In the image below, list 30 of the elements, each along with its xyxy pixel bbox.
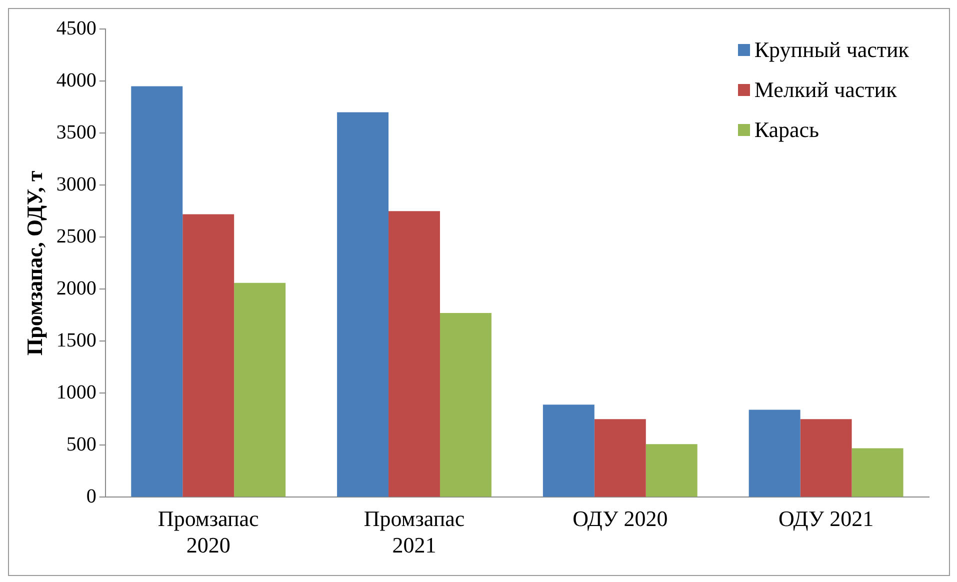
bar xyxy=(337,112,389,497)
bar xyxy=(800,419,852,497)
bar xyxy=(748,410,800,497)
y-tick-label: 1500 xyxy=(56,329,96,352)
legend-label: Карась xyxy=(754,117,820,143)
y-tick-label: 3000 xyxy=(56,173,96,196)
x-tick-label: ОДУ 2021 xyxy=(778,506,874,532)
legend-label: Крупный частик xyxy=(754,37,909,63)
y-tick-label: 0 xyxy=(86,485,96,508)
bar xyxy=(852,448,904,497)
y-axis-title: Промзапас, ОДУ, т xyxy=(22,170,47,356)
bar xyxy=(542,404,594,497)
bar xyxy=(440,313,492,497)
bar xyxy=(594,419,646,497)
y-tick-label: 4500 xyxy=(56,17,96,40)
bar xyxy=(388,211,440,497)
bar xyxy=(182,214,234,497)
y-tick-label: 1000 xyxy=(56,381,96,404)
bar xyxy=(646,444,698,497)
x-tick-label: ОДУ 2020 xyxy=(572,506,668,532)
legend-label: Мелкий частик xyxy=(754,77,897,103)
y-tick-label: 2500 xyxy=(56,225,96,248)
y-tick-label: 3500 xyxy=(56,121,96,144)
x-tick-label: Промзапас 2021 xyxy=(364,506,465,558)
bar xyxy=(234,282,286,497)
y-tick-label: 4000 xyxy=(56,69,96,92)
y-tick-label: 500 xyxy=(66,433,96,456)
x-tick-label: Промзапас 2020 xyxy=(158,506,260,558)
bar xyxy=(131,86,183,497)
y-tick-label: 2000 xyxy=(56,277,96,300)
